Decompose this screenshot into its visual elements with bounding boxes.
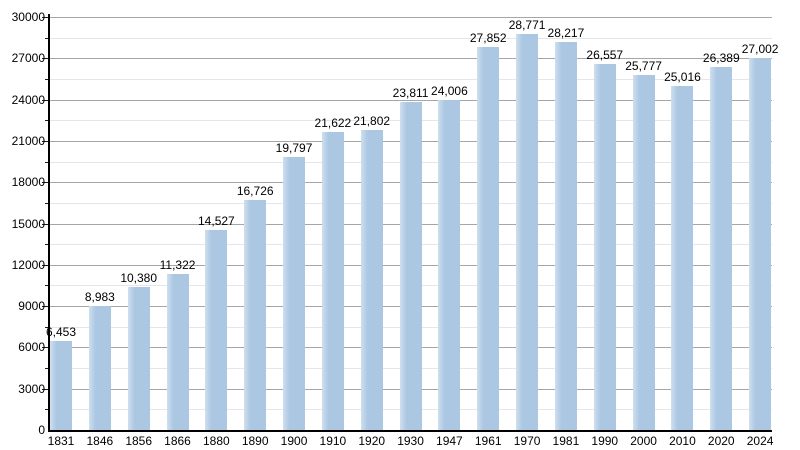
gridline-minor (50, 78, 772, 80)
y-tick-label: 27000 (11, 51, 45, 66)
y-axis-tick (42, 58, 50, 60)
x-tick-label: 1981 (552, 434, 580, 448)
bar-value-label: 10,380 (120, 271, 158, 286)
bar-value-label: 19,797 (275, 141, 313, 156)
y-axis-tick (45, 161, 50, 163)
bar (438, 99, 461, 430)
bar-value-label: 27,002 (741, 42, 779, 57)
bar (710, 66, 733, 430)
x-tick-label: 1880 (203, 434, 230, 448)
gridline-minor (50, 37, 772, 39)
bar-value-label: 24,006 (431, 83, 468, 98)
y-axis-tick (42, 388, 50, 390)
y-axis-tick (42, 140, 50, 142)
y-axis-tick (45, 244, 50, 246)
y-axis-tick (45, 120, 50, 122)
bar (593, 64, 616, 430)
bar-value-label: 25,777 (625, 59, 662, 74)
bar (477, 46, 500, 430)
bar-value-label: 8,983 (84, 290, 115, 305)
y-axis-tick (45, 285, 50, 287)
x-tick-label: 1930 (397, 434, 424, 448)
bar (399, 102, 422, 430)
bar (205, 230, 228, 430)
x-tick-label: 1947 (436, 434, 463, 448)
bar (554, 41, 577, 430)
bar (88, 306, 111, 430)
bar (321, 132, 344, 430)
bar-value-label: 26,389 (702, 50, 740, 65)
x-tick-label: 1990 (591, 434, 619, 448)
bar-value-label: 11,322 (159, 258, 196, 273)
y-tick-label: 0 (38, 423, 45, 437)
y-tick-label: 30000 (11, 10, 45, 24)
y-axis-tick (45, 326, 50, 328)
bar (127, 287, 150, 430)
x-axis-line (48, 429, 772, 432)
x-tick-label: 2010 (669, 434, 696, 448)
y-axis-tick (45, 368, 50, 370)
bar-value-label: 25,016 (664, 69, 701, 84)
bar (516, 33, 539, 430)
bar (671, 85, 694, 430)
y-axis-tick (45, 78, 50, 80)
x-tick-label: 1920 (358, 434, 386, 448)
bar-value-label: 23,811 (392, 86, 429, 101)
y-axis-tick (42, 306, 50, 308)
x-tick-label: 1900 (280, 434, 308, 448)
bar-value-label: 16,726 (236, 183, 274, 198)
gridline-major (50, 17, 772, 18)
x-tick-label: 1866 (164, 434, 191, 448)
bar (749, 58, 772, 430)
bar-value-label: 21,622 (314, 116, 352, 131)
y-axis-tick (42, 223, 50, 225)
x-tick-label: 1961 (474, 434, 502, 448)
bar (50, 341, 72, 430)
bar-value-label: 6,453 (45, 325, 77, 340)
y-axis-tick (42, 17, 50, 18)
y-tick-label: 12000 (11, 257, 45, 272)
y-axis-line (48, 14, 50, 431)
y-tick-label: 3000 (18, 381, 45, 396)
x-tick-label: 1856 (125, 434, 153, 448)
y-tick-label: 6000 (18, 340, 45, 355)
x-tick-label: 2000 (630, 434, 657, 448)
x-tick-label: 1846 (86, 434, 114, 448)
bar (244, 199, 267, 430)
bar (166, 274, 189, 430)
y-axis-tick (45, 409, 50, 411)
y-axis-tick (42, 347, 50, 349)
x-tick-label: 1890 (241, 434, 269, 448)
bar (360, 129, 383, 430)
x-tick-label: 1831 (47, 434, 75, 448)
x-tick-label: 1970 (513, 434, 541, 448)
y-tick-label: 18000 (11, 175, 45, 190)
y-tick-label: 9000 (18, 299, 45, 314)
gridline-major (50, 99, 772, 101)
y-tick-label: 24000 (11, 92, 45, 107)
bar-value-label: 14,527 (198, 214, 235, 228)
y-axis-tick (42, 264, 50, 266)
bar-value-label: 26,557 (586, 48, 624, 63)
bar (632, 75, 655, 430)
y-axis-tick (42, 182, 50, 184)
x-tick-label: 2020 (707, 434, 735, 448)
gridline-major (50, 58, 772, 60)
x-tick-label: 1910 (319, 434, 347, 448)
y-axis-tick (45, 37, 50, 39)
bar-value-label: 28,217 (547, 25, 585, 40)
bar (283, 157, 306, 430)
y-axis-tick (42, 99, 50, 101)
bar-value-label: 21,802 (353, 113, 391, 128)
y-axis-tick (45, 202, 50, 204)
bar-value-label: 27,852 (469, 30, 507, 45)
bar-value-label: 28,771 (508, 17, 546, 32)
y-tick-label: 21000 (11, 133, 45, 148)
x-tick-label: 2024 (746, 434, 774, 448)
y-tick-label: 15000 (11, 216, 45, 231)
